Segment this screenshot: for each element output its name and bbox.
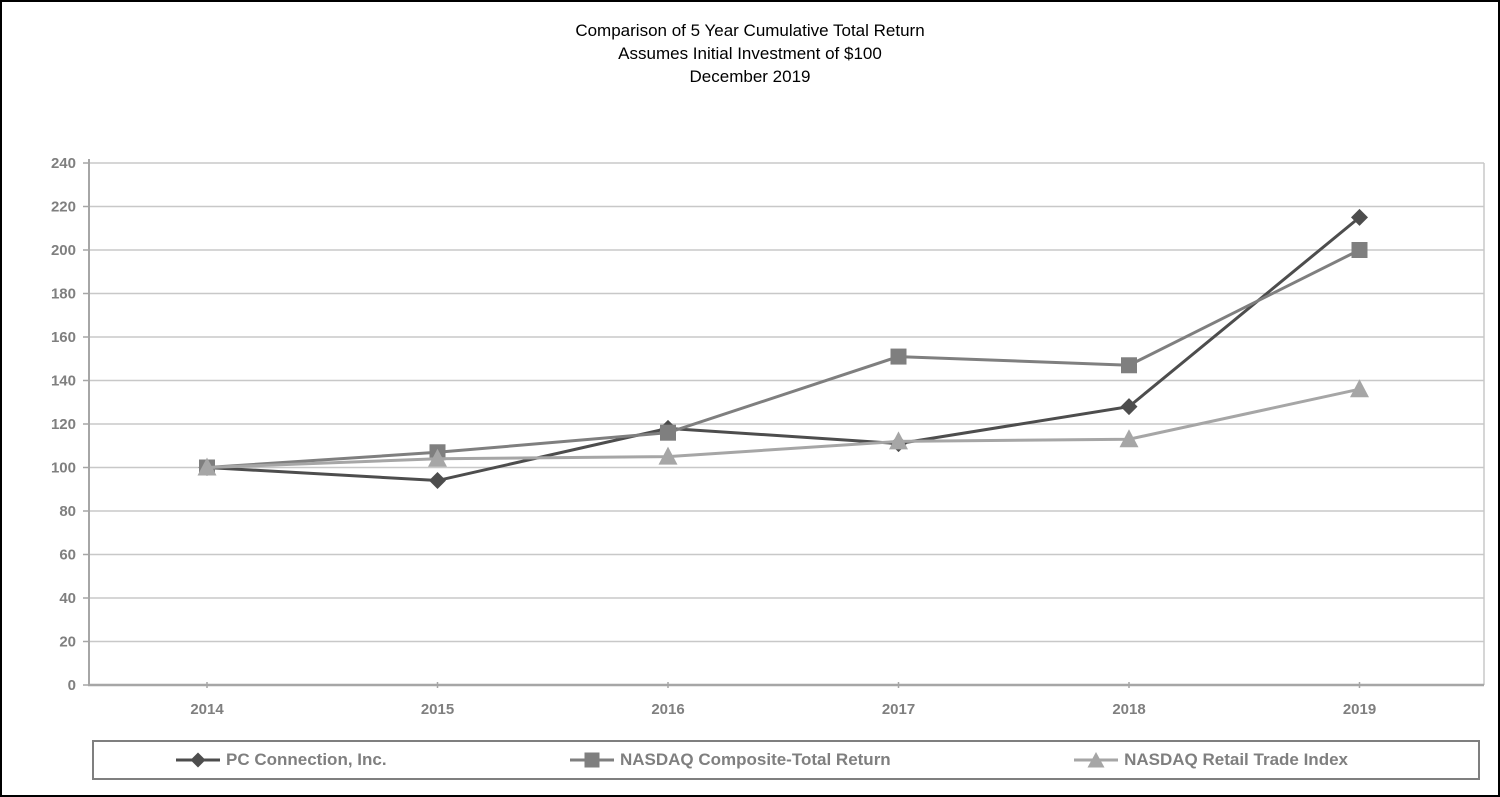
x-tick-label: 2017 [882,701,915,718]
legend-label: PC Connection, Inc. [226,750,387,769]
triangle-marker-icon [1074,752,1119,768]
y-tick-label: 0 [68,677,76,694]
series-triangle [197,379,1369,476]
y-tick-label: 80 [59,503,76,520]
axes [83,159,1484,688]
data-point-square [1121,357,1137,374]
data-point-diamond [1120,398,1138,416]
legend-item-nasdaq-composite: NASDAQ Composite-Total Return [568,750,891,770]
y-tick-label: 240 [51,155,76,172]
data-point-square [1351,242,1368,258]
square-marker-icon [569,752,614,768]
data-point-triangle [658,446,678,465]
legend-label: NASDAQ Retail Trade Index [1124,750,1348,769]
y-tick-label: 220 [51,199,76,216]
x-tick-label: 2018 [1112,701,1145,718]
y-tick-label: 160 [51,329,76,346]
diamond-marker-icon [176,752,220,768]
x-axis-labels: 2014 2015 2016 2017 2018 2019 [190,701,1376,718]
legend-item-pc-connection: PC Connection, Inc. [174,750,387,770]
x-tick-label: 2015 [421,701,454,718]
data-point-square [890,348,907,365]
x-tick-label: 2014 [190,701,224,718]
y-tick-label: 40 [59,590,76,607]
data-point-triangle [1119,429,1139,448]
chart-subtitle: Assumes Initial Investment of $100 [618,44,882,63]
data-point-triangle [889,431,908,450]
y-tick-label: 100 [51,460,76,477]
y-tick-label: 120 [51,416,76,433]
x-tick-label: 2016 [651,701,684,718]
legend-label: NASDAQ Composite-Total Return [619,750,891,769]
y-tick-label: 60 [59,547,76,564]
chart-legend: PC Connection, Inc. NASDAQ Composite-Tot… [92,740,1480,780]
series-diamond [198,208,1368,490]
y-tick-label: 200 [51,242,76,259]
data-point-diamond [429,472,446,490]
chart-title-block: Comparison of 5 Year Cumulative Total Re… [2,19,1498,88]
chart-title: Comparison of 5 Year Cumulative Total Re… [575,21,925,40]
legend-item-nasdaq-retail: NASDAQ Retail Trade Index [1072,750,1348,770]
y-axis-labels: 0 20 40 60 80 100 120 140 160 180 200 220 240 [51,155,76,694]
y-tick-label: 20 [59,634,76,651]
y-tick-label: 180 [51,286,76,303]
chart-date-label: December 2019 [689,67,811,86]
x-tick-label: 2019 [1343,701,1376,718]
gridlines [89,162,1485,685]
y-tick-label: 140 [51,373,76,390]
data-point-square [660,424,676,441]
series-square [199,242,1368,476]
data-point-triangle [197,457,217,476]
data-point-triangle [428,448,447,467]
data-point-diamond [1351,208,1368,226]
data-point-triangle [1350,379,1369,398]
